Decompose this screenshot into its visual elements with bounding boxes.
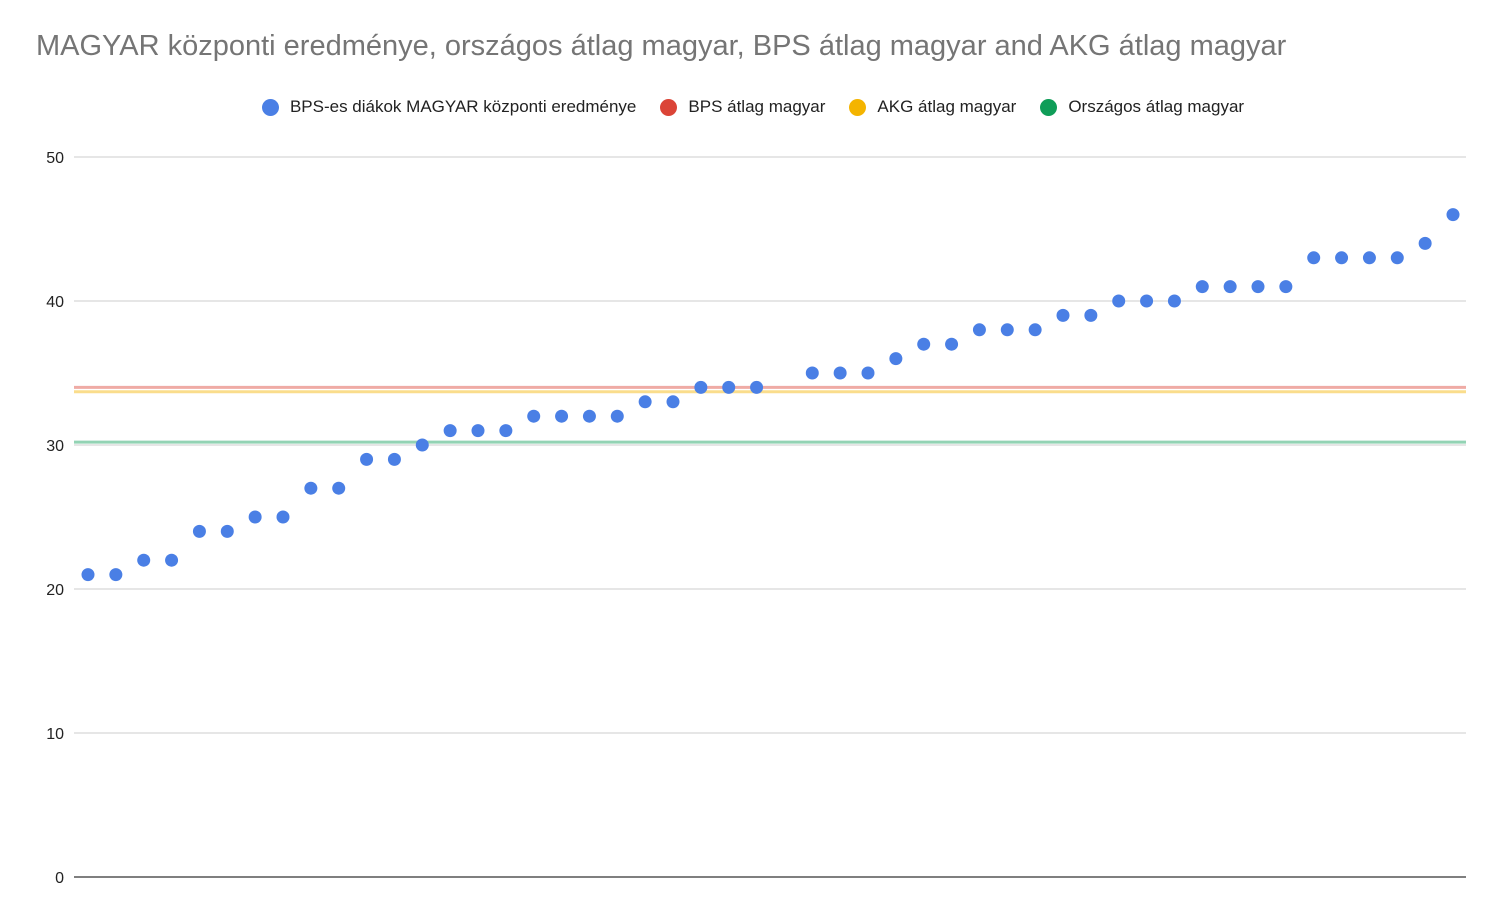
- y-tick-label: 40: [46, 294, 64, 311]
- data-point: [137, 553, 151, 567]
- y-tick-label: 10: [46, 726, 64, 743]
- data-point: [1000, 323, 1014, 337]
- legend-item-national-average: Országos átlag magyar: [1040, 97, 1244, 117]
- data-point: [360, 452, 374, 466]
- data-point: [750, 380, 764, 394]
- data-point: [666, 395, 680, 409]
- data-point: [833, 366, 847, 380]
- legend-marker-yellow: [849, 98, 867, 116]
- chart-title: MAGYAR központi eredménye, országos átla…: [36, 30, 1287, 62]
- data-point: [304, 481, 318, 495]
- legend-label-students: BPS-es diákok MAGYAR központi eredménye: [289, 97, 637, 116]
- legend-label-national-average: Országos átlag magyar: [1068, 97, 1245, 116]
- data-point: [917, 337, 931, 351]
- data-point: [638, 395, 652, 409]
- data-point: [471, 424, 485, 438]
- data-point: [220, 524, 234, 538]
- data-point: [945, 337, 959, 351]
- data-point: [81, 568, 95, 582]
- data-point: [861, 366, 875, 380]
- data-point: [1056, 308, 1070, 322]
- data-point: [1112, 294, 1126, 308]
- data-point: [332, 481, 346, 495]
- legend-marker-red: [660, 98, 678, 116]
- data-point: [694, 380, 708, 394]
- data-point: [248, 510, 262, 524]
- data-point: [1028, 323, 1042, 337]
- data-point: [192, 524, 206, 538]
- data-point: [555, 409, 569, 423]
- data-point: [1084, 308, 1098, 322]
- y-tick-label: 50: [46, 150, 64, 167]
- data-point: [1335, 251, 1349, 265]
- data-point: [805, 366, 819, 380]
- data-point: [1362, 251, 1376, 265]
- data-point: [1167, 294, 1181, 308]
- data-point: [499, 424, 513, 438]
- data-point: [109, 568, 123, 582]
- data-point: [1446, 208, 1460, 222]
- legend: BPS-es diákok MAGYAR központi eredménye …: [0, 94, 1506, 120]
- data-point: [582, 409, 596, 423]
- legend-label-akg-average: AKG átlag magyar: [877, 97, 1017, 116]
- legend-item-bps-average: BPS átlag magyar: [660, 97, 825, 117]
- data-point: [415, 438, 429, 452]
- data-point: [1195, 280, 1209, 294]
- legend-item-akg-average: AKG átlag magyar: [849, 97, 1016, 117]
- data-point: [889, 352, 903, 366]
- data-point: [1307, 251, 1321, 265]
- legend-marker-green: [1040, 98, 1058, 116]
- data-point: [1140, 294, 1154, 308]
- data-point: [1390, 251, 1404, 265]
- data-point: [972, 323, 986, 337]
- data-point: [1223, 280, 1237, 294]
- y-tick-label: 30: [46, 438, 64, 455]
- data-point: [610, 409, 624, 423]
- data-point: [527, 409, 541, 423]
- data-point: [443, 424, 457, 438]
- data-point: [1418, 236, 1432, 250]
- data-point: [1251, 280, 1265, 294]
- data-point: [1279, 280, 1293, 294]
- data-point: [165, 553, 179, 567]
- legend-label-bps-average: BPS átlag magyar: [688, 97, 826, 116]
- legend-marker-blue: [261, 98, 279, 116]
- data-point: [722, 380, 736, 394]
- y-tick-label: 0: [55, 870, 64, 887]
- data-point: [276, 510, 290, 524]
- y-tick-label: 20: [46, 582, 64, 599]
- data-point: [387, 452, 401, 466]
- legend-item-students: BPS-es diákok MAGYAR központi eredménye: [261, 97, 637, 117]
